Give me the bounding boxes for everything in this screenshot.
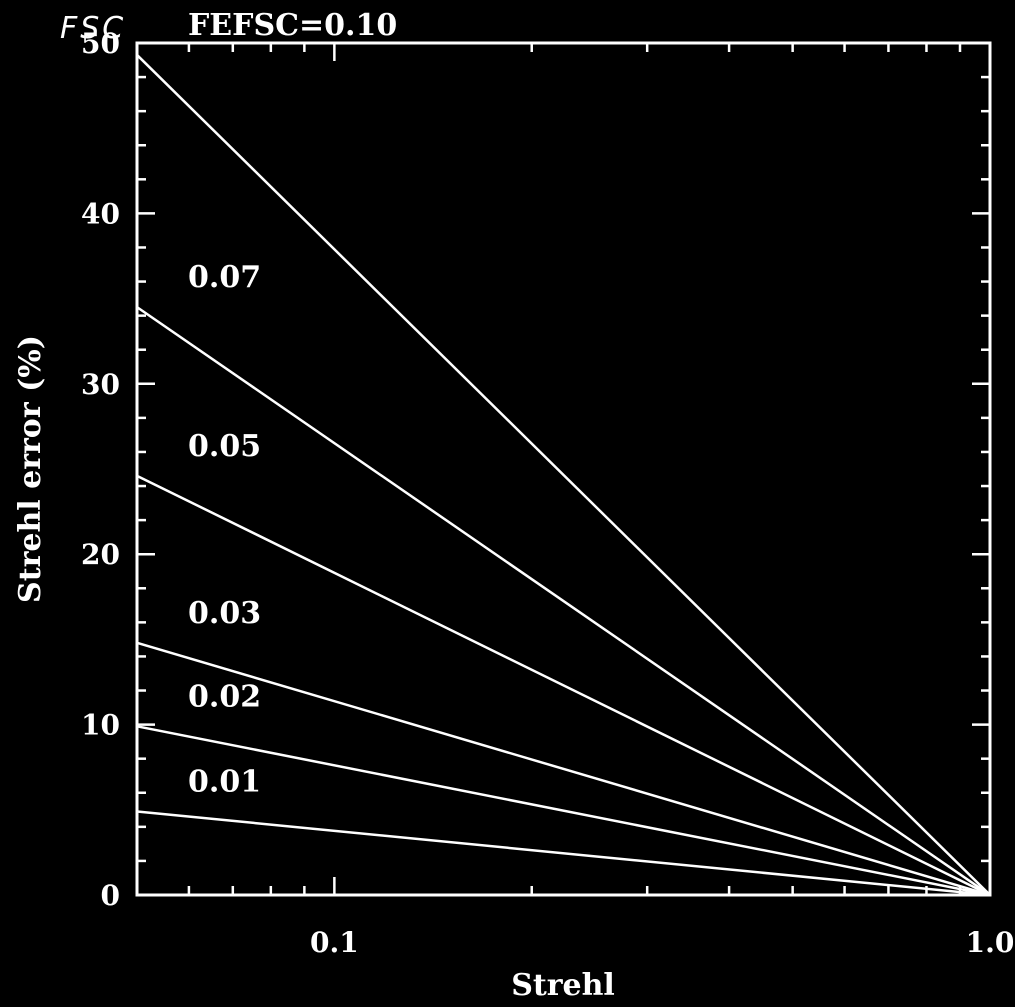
series-line xyxy=(136,810,991,897)
y-tick-labels: 0 10 20 30 40 50 xyxy=(81,27,120,912)
series-labels: FEFSC=0.10 0.07 0.05 0.03 0.02 0.01 xyxy=(188,8,397,800)
y-tick-label: 20 xyxy=(81,538,120,571)
series-line xyxy=(136,641,991,897)
series-lines xyxy=(136,54,991,897)
series-label: 0.02 xyxy=(188,679,261,714)
series-label: 0.03 xyxy=(188,596,261,631)
series-label: 0.01 xyxy=(188,765,261,800)
series-line xyxy=(136,306,991,897)
y-tick-label: 10 xyxy=(81,709,120,742)
y-axis-label: Strehl error (%) xyxy=(13,335,48,603)
series-label: 0.05 xyxy=(188,429,261,464)
y-tick-label: 50 xyxy=(81,27,120,60)
y-tick-label: 40 xyxy=(81,197,120,230)
series-line xyxy=(136,725,991,897)
y-tick-label: 30 xyxy=(81,368,120,401)
x-tick-label: 0.1 xyxy=(310,926,359,959)
tick-marks xyxy=(135,41,992,897)
x-axis-label: Strehl xyxy=(511,968,615,1003)
series-label: FEFSC=0.10 xyxy=(188,8,397,43)
x-tick-label: 1.0 xyxy=(966,926,1015,959)
chart-title: FSC xyxy=(60,11,126,46)
series-label: 0.07 xyxy=(188,260,261,295)
plot-frame xyxy=(135,41,992,897)
x-tick-labels: 0.1 1.0 xyxy=(310,926,1014,959)
series-line xyxy=(136,54,991,896)
y-tick-label: 0 xyxy=(101,879,120,912)
series-line xyxy=(136,474,991,897)
